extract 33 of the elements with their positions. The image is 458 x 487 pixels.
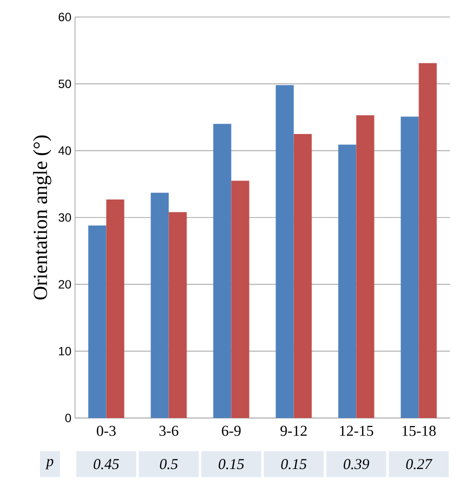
y-tick-label: 0: [65, 414, 72, 422]
bar: [213, 124, 232, 418]
text: 0.45: [94, 459, 119, 470]
y-tick-label: 30: [58, 213, 71, 222]
bar: [150, 192, 169, 418]
text: 0.27: [406, 459, 432, 470]
text: p: [45, 458, 54, 470]
y-tick-label: 20: [58, 280, 71, 289]
x-tick-label: 9-12: [280, 426, 307, 436]
text: 0.15: [281, 459, 306, 470]
bar: [106, 199, 124, 418]
bar: [400, 116, 419, 418]
text: 0.5: [160, 459, 178, 470]
y-tick-label: 10: [59, 346, 71, 356]
x-tick-label: 0-3: [96, 426, 116, 436]
x-tick-label: 15-18: [402, 426, 436, 436]
bar: [294, 134, 312, 418]
y-tick-label: 60: [58, 12, 71, 22]
bar: [418, 63, 437, 418]
x-tick-label: 3-6: [159, 426, 178, 436]
y-axis-title: Orientation angle (°): [33, 136, 52, 300]
text: 0.39: [344, 459, 370, 470]
bar: [276, 85, 294, 418]
bar: [338, 144, 356, 418]
x-tick-label: 6-9: [222, 426, 241, 436]
text: 0.15: [218, 459, 244, 470]
y-tick-label: 40: [58, 146, 71, 155]
bar: [356, 115, 374, 418]
x-tick-label: 12-15: [340, 426, 374, 436]
y-tick-label: 50: [58, 80, 71, 88]
bar: [231, 180, 250, 418]
bar: [88, 226, 106, 418]
bar: [168, 212, 187, 418]
